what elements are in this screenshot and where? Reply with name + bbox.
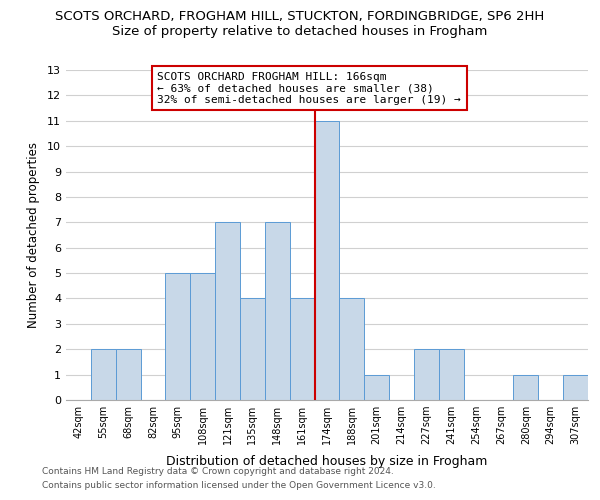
Bar [91,349,116,400]
Bar [514,374,538,400]
Bar [265,222,290,400]
Text: Contains public sector information licensed under the Open Government Licence v3: Contains public sector information licen… [42,481,436,490]
Bar [190,273,215,400]
Bar [563,374,588,400]
Bar [116,349,140,400]
Bar [314,121,340,400]
Text: SCOTS ORCHARD FROGHAM HILL: 166sqm
← 63% of detached houses are smaller (38)
32%: SCOTS ORCHARD FROGHAM HILL: 166sqm ← 63%… [157,72,461,105]
Bar [414,349,439,400]
Bar [240,298,265,400]
Bar [340,298,364,400]
Y-axis label: Number of detached properties: Number of detached properties [27,142,40,328]
Text: Contains HM Land Registry data © Crown copyright and database right 2024.: Contains HM Land Registry data © Crown c… [42,467,394,476]
Bar [166,273,190,400]
X-axis label: Distribution of detached houses by size in Frogham: Distribution of detached houses by size … [166,456,488,468]
Bar [439,349,464,400]
Bar [290,298,314,400]
Text: Size of property relative to detached houses in Frogham: Size of property relative to detached ho… [112,25,488,38]
Bar [215,222,240,400]
Text: SCOTS ORCHARD, FROGHAM HILL, STUCKTON, FORDINGBRIDGE, SP6 2HH: SCOTS ORCHARD, FROGHAM HILL, STUCKTON, F… [55,10,545,23]
Bar [364,374,389,400]
